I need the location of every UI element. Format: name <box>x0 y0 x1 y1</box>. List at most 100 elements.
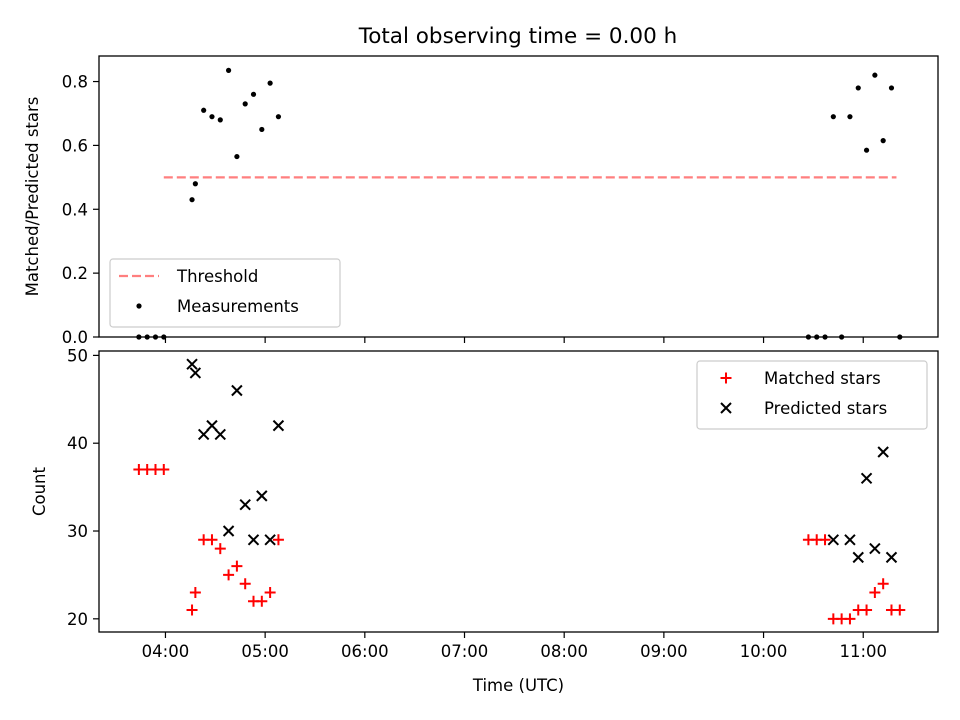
legend: Threshold Measurements <box>109 258 341 328</box>
x-tick-label: 04:00 <box>142 642 190 661</box>
measurements-point <box>275 114 282 120</box>
predicted-stars-point <box>272 419 285 432</box>
predicted-stars-point <box>877 446 889 458</box>
measurements-point <box>152 334 159 340</box>
y-tick-label: 0.6 <box>62 136 88 155</box>
x-tick-label: 10:00 <box>740 642 788 661</box>
measurements-point <box>814 334 820 340</box>
measurements-point <box>888 85 895 91</box>
measurements-point <box>189 197 195 203</box>
predicted-stars-point <box>206 419 218 432</box>
measurements-point <box>144 334 150 340</box>
legend-box <box>109 258 341 328</box>
matched-stars-point <box>189 586 201 598</box>
legend-label: Measurements <box>177 297 299 316</box>
x-tick-label: 07:00 <box>441 642 489 661</box>
legend-marker-swatch <box>720 372 732 384</box>
legend-label: Threshold <box>176 267 258 286</box>
matched-stars-point <box>877 578 889 590</box>
measurements-point <box>242 101 248 107</box>
measurements-point <box>234 153 240 160</box>
predicted-stars-point <box>844 534 856 546</box>
matched-stars-point <box>223 569 235 581</box>
x-tick-label: 11:00 <box>839 642 887 661</box>
legend-label: Predicted stars <box>764 399 887 418</box>
x-tick-label: 08:00 <box>540 642 588 661</box>
matched-stars-point <box>819 534 831 546</box>
y-tick-label: 40 <box>67 434 88 453</box>
axes-frame <box>98 55 939 338</box>
panel-bottom-counts: 04:00 05:00 06:00 07:00 08:00 09:00 10:00 11:00… <box>30 346 939 695</box>
predicted-stars-point <box>186 358 198 370</box>
matched-stars-point <box>206 534 218 546</box>
predicted-stars-point <box>247 534 260 546</box>
measurements-point <box>872 72 878 78</box>
predicted-stars-point <box>189 367 202 379</box>
measurements-point <box>136 334 142 340</box>
matched-stars-point <box>256 595 268 607</box>
predicted-stars-point <box>264 534 276 546</box>
y-tick-label: 50 <box>67 346 88 365</box>
matched-stars-point <box>272 534 284 546</box>
matched-stars-point <box>894 604 906 616</box>
measurements-point <box>250 91 257 97</box>
matched-stars-point <box>861 604 873 616</box>
matched-stars-point <box>239 578 251 590</box>
predicted-stars-point <box>197 428 210 441</box>
measurements-point <box>201 107 207 113</box>
measurements-point <box>192 181 198 187</box>
predicted-stars-point <box>827 534 840 546</box>
matched-stars-point <box>214 543 226 555</box>
predicted-stars-point <box>222 525 235 537</box>
predicted-stars-point <box>214 428 226 441</box>
chart-title: Total observing time = 0.00 h <box>358 24 678 49</box>
measurements-point <box>847 114 853 120</box>
measurements-point <box>259 126 265 133</box>
measurements-point <box>805 334 812 340</box>
y-tick-label: 0.4 <box>62 200 88 219</box>
legend-box <box>696 360 928 430</box>
x-tick-label: 09:00 <box>640 642 688 661</box>
predicted-stars-point <box>869 542 881 555</box>
measurements-point <box>855 85 861 91</box>
measurements-point <box>863 147 870 153</box>
x-tick-label: 06:00 <box>341 642 389 661</box>
measurements-point <box>897 334 903 340</box>
measurements-point <box>267 80 273 86</box>
legend: Matched stars Predicted stars <box>696 360 928 430</box>
predicted-stars-point <box>239 498 251 511</box>
matched-stars-point <box>264 586 276 598</box>
measurements-point <box>225 67 232 73</box>
predicted-stars-point <box>852 551 864 564</box>
measurements-point <box>209 114 215 120</box>
y-tick-label: 0.2 <box>62 264 88 283</box>
measurements-point <box>217 117 223 123</box>
panel-top-measurements: 0.0 0.2 0.4 0.6 0.8 Matched/Predicted stars Th… <box>23 55 939 347</box>
predicted-stars-point <box>256 490 268 502</box>
y-axis-label: Count <box>30 466 49 516</box>
matched-stars-point <box>844 613 856 625</box>
predicted-stars-point <box>231 384 243 397</box>
y-tick-label: 0.0 <box>62 328 88 347</box>
x-tick-label: 05:00 <box>241 642 289 661</box>
measurements-point <box>839 334 845 340</box>
matched-stars-point <box>158 464 170 476</box>
legend-label: Matched stars <box>764 369 881 388</box>
y-axis-label: Matched/Predicted stars <box>23 97 42 297</box>
matched-stars-point <box>186 604 198 616</box>
measurements-point <box>161 334 167 340</box>
axes-frame <box>98 350 939 633</box>
predicted-stars-point <box>860 472 873 485</box>
measurements-point <box>822 334 828 340</box>
predicted-stars-point <box>885 551 898 564</box>
y-tick-label: 20 <box>67 610 88 629</box>
y-tick-label: 30 <box>67 522 88 541</box>
legend-marker-swatch <box>720 402 732 414</box>
x-axis-label: Time (UTC) <box>472 676 564 695</box>
matched-stars-point <box>231 560 243 572</box>
legend-marker-swatch <box>136 303 142 309</box>
measurements-point <box>830 114 836 120</box>
matched-stars-point <box>869 586 881 598</box>
